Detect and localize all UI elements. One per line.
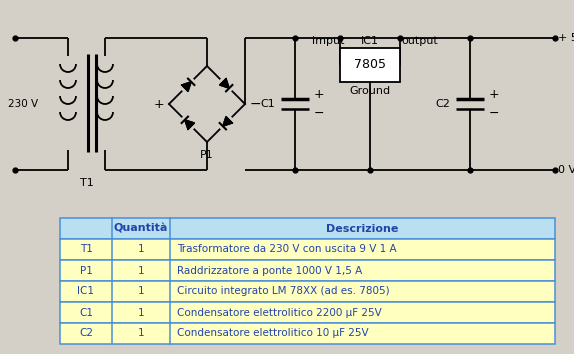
Bar <box>60 281 555 302</box>
Text: +: + <box>314 88 325 102</box>
Text: 1: 1 <box>138 266 144 275</box>
Bar <box>340 48 400 82</box>
Polygon shape <box>181 82 191 91</box>
Text: Condensatore elettrolitico 10 μF 25V: Condensatore elettrolitico 10 μF 25V <box>177 329 369 338</box>
Bar <box>60 218 555 239</box>
Text: T1: T1 <box>80 245 92 255</box>
Text: Circuito integrato LM 78XX (ad es. 7805): Circuito integrato LM 78XX (ad es. 7805) <box>177 286 390 297</box>
Text: +: + <box>489 88 499 102</box>
Text: Ground: Ground <box>350 86 390 96</box>
Bar <box>60 302 555 323</box>
Text: 1: 1 <box>138 245 144 255</box>
Polygon shape <box>220 79 229 88</box>
Text: 1: 1 <box>138 286 144 297</box>
Text: Raddrizzatore a ponte 1000 V 1,5 A: Raddrizzatore a ponte 1000 V 1,5 A <box>177 266 362 275</box>
Bar <box>60 323 555 344</box>
Text: C2: C2 <box>79 329 93 338</box>
Text: 1: 1 <box>138 329 144 338</box>
Text: Quantità: Quantità <box>114 223 168 234</box>
Text: Descrizione: Descrizione <box>326 223 399 234</box>
Text: IC1: IC1 <box>77 286 95 297</box>
Text: −: − <box>314 107 324 120</box>
Text: P1: P1 <box>80 266 92 275</box>
Text: C1: C1 <box>79 308 93 318</box>
Text: IC1: IC1 <box>361 36 379 46</box>
Text: Condensatore elettrolitico 2200 μF 25V: Condensatore elettrolitico 2200 μF 25V <box>177 308 382 318</box>
Text: + 5 V: + 5 V <box>558 33 574 43</box>
Text: 0 V: 0 V <box>558 165 574 175</box>
Text: 1: 1 <box>138 308 144 318</box>
Text: output: output <box>402 36 439 46</box>
Text: C2: C2 <box>435 99 450 109</box>
Text: T1: T1 <box>80 178 94 188</box>
Text: +: + <box>154 97 164 110</box>
Text: 7805: 7805 <box>354 58 386 72</box>
Polygon shape <box>185 120 195 129</box>
Text: P1: P1 <box>200 150 214 160</box>
Polygon shape <box>223 116 232 126</box>
Text: C1: C1 <box>260 99 275 109</box>
Text: Trasformatore da 230 V con uscita 9 V 1 A: Trasformatore da 230 V con uscita 9 V 1 … <box>177 245 397 255</box>
Bar <box>60 239 555 260</box>
Text: −: − <box>489 107 499 120</box>
Text: imput: imput <box>312 36 344 46</box>
Bar <box>60 260 555 281</box>
Text: −: − <box>249 97 261 111</box>
Text: 230 V: 230 V <box>8 99 38 109</box>
